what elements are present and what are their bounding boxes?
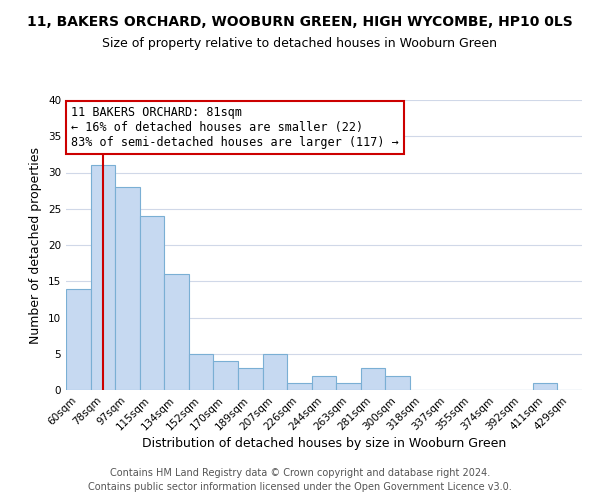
- Bar: [238, 368, 263, 390]
- Bar: [263, 354, 287, 390]
- X-axis label: Distribution of detached houses by size in Wooburn Green: Distribution of detached houses by size …: [142, 438, 506, 450]
- Text: 11, BAKERS ORCHARD, WOOBURN GREEN, HIGH WYCOMBE, HP10 0LS: 11, BAKERS ORCHARD, WOOBURN GREEN, HIGH …: [27, 15, 573, 29]
- Bar: [214, 361, 238, 390]
- Bar: [361, 368, 385, 390]
- Bar: [533, 383, 557, 390]
- Bar: [385, 376, 410, 390]
- Text: Contains HM Land Registry data © Crown copyright and database right 2024.: Contains HM Land Registry data © Crown c…: [110, 468, 490, 477]
- Text: Size of property relative to detached houses in Wooburn Green: Size of property relative to detached ho…: [103, 38, 497, 51]
- Text: 11 BAKERS ORCHARD: 81sqm
← 16% of detached houses are smaller (22)
83% of semi-d: 11 BAKERS ORCHARD: 81sqm ← 16% of detach…: [71, 106, 399, 149]
- Bar: [189, 354, 214, 390]
- Bar: [164, 274, 189, 390]
- Bar: [66, 288, 91, 390]
- Bar: [312, 376, 336, 390]
- Y-axis label: Number of detached properties: Number of detached properties: [29, 146, 43, 344]
- Bar: [336, 383, 361, 390]
- Bar: [287, 383, 312, 390]
- Bar: [140, 216, 164, 390]
- Bar: [115, 187, 140, 390]
- Text: Contains public sector information licensed under the Open Government Licence v3: Contains public sector information licen…: [88, 482, 512, 492]
- Bar: [91, 165, 115, 390]
